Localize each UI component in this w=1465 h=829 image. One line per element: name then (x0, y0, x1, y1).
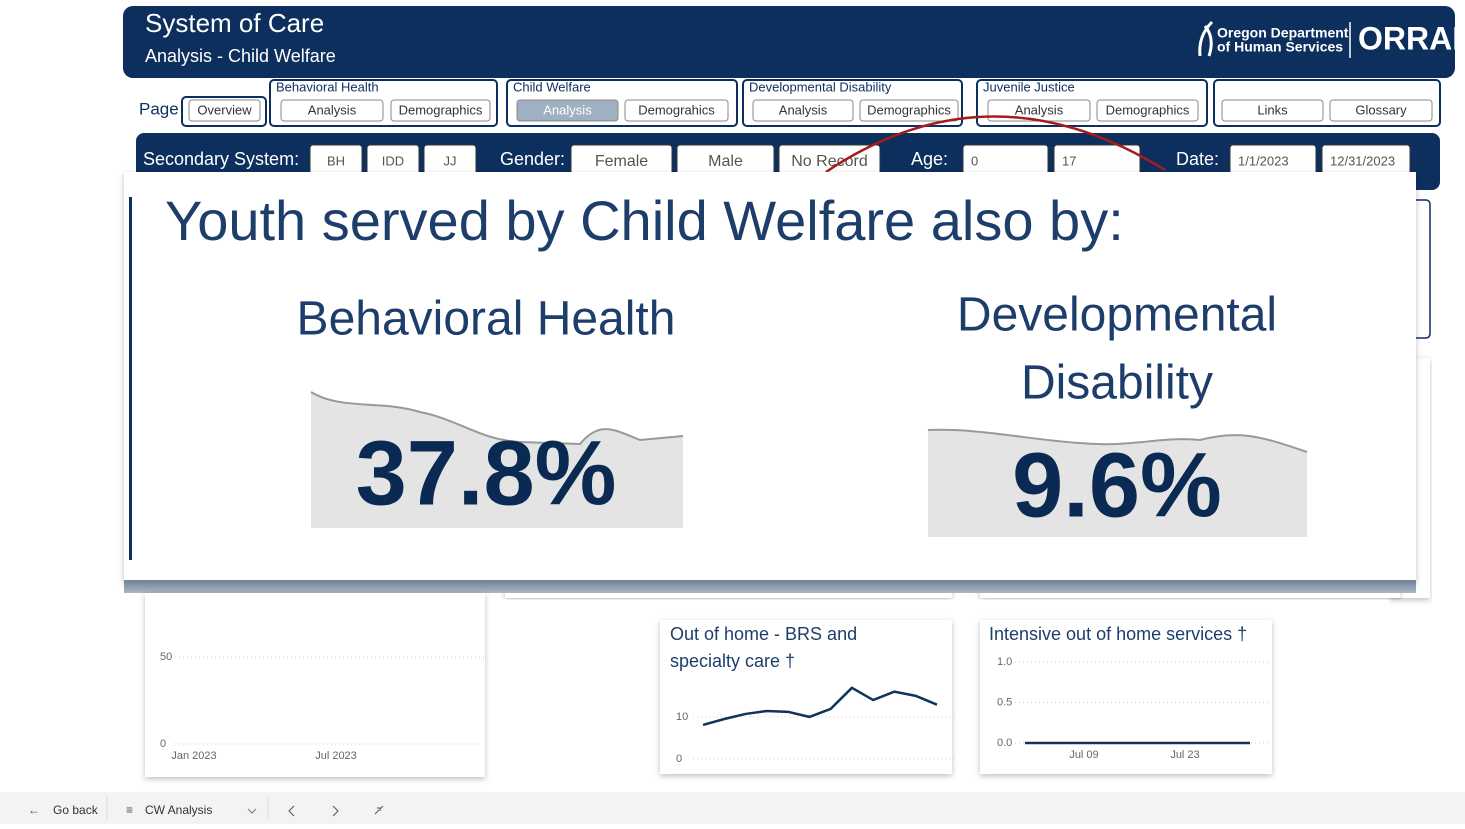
nav-button-label[interactable]: Links (1257, 102, 1288, 117)
page-label: Page (139, 99, 179, 118)
nav-button[interactable] (859, 99, 959, 122)
filter-label: Age: (911, 149, 948, 169)
group-label: Child Welfare (513, 79, 591, 94)
nav-button[interactable] (390, 99, 491, 122)
group-frame (1213, 79, 1441, 127)
filter-value[interactable]: IDD (382, 153, 404, 168)
back-button[interactable]: Go back (53, 803, 99, 817)
x-tick-label: Jul 23 (1170, 749, 1199, 761)
nav-button-label[interactable]: Overview (197, 102, 252, 117)
kpi-value: 9.6% (1012, 434, 1222, 536)
nav-button-label[interactable]: Analysis (308, 102, 357, 117)
subtitle: Analysis - Child Welfare (145, 46, 336, 66)
kpi-label: Developmental (957, 289, 1277, 342)
nav-button[interactable] (1329, 99, 1433, 122)
y-tick-label: 1.0 (997, 656, 1012, 668)
chart-title: Intensive out of home services † (989, 624, 1247, 644)
accent-bar (129, 197, 132, 560)
trend-area (928, 429, 1307, 537)
nav-button-label[interactable]: Glossary (1355, 102, 1407, 117)
filter-value[interactable]: 0 (971, 153, 978, 168)
chart-card (660, 620, 952, 774)
group-label: Juvenile Justice (983, 79, 1075, 94)
filter-value[interactable]: 12/31/2023 (1330, 153, 1395, 168)
group-frame (269, 79, 498, 127)
trend-area (311, 392, 683, 528)
nav-button[interactable] (1221, 99, 1324, 122)
filter-value[interactable]: 1/1/2023 (1238, 153, 1289, 168)
chevron[interactable] (247, 808, 257, 814)
y-tick-label: 0 (160, 738, 166, 750)
page-menu[interactable]: CW Analysis (145, 803, 212, 817)
filter-value[interactable]: 17 (1062, 153, 1076, 168)
logo-icon (1198, 20, 1214, 57)
focus-strip (124, 580, 1416, 593)
group-frame (181, 96, 267, 127)
trend-line (927, 428, 1308, 453)
group-label: Developmental Disability (749, 79, 892, 94)
group-frame (742, 79, 963, 127)
nav-button-label[interactable]: Demographics (867, 102, 951, 117)
title: System of Care (145, 8, 324, 38)
y-tick-label: 0 (676, 753, 682, 765)
nav-button-label[interactable]: Analysis (1015, 102, 1064, 117)
chart-title: Out of home - BRS and (670, 624, 857, 644)
line (702, 686, 938, 727)
filter-value[interactable]: Male (708, 153, 743, 170)
expand-icon[interactable] (374, 805, 384, 815)
filter-label: Date: (1176, 149, 1219, 169)
y-tick-label: 10 (676, 711, 688, 723)
nav-button[interactable] (188, 99, 261, 122)
brand: ORRAI (1358, 20, 1461, 56)
kpi-value: 37.8% (356, 422, 617, 524)
nav-button[interactable] (516, 99, 619, 122)
footer-bar (0, 792, 1465, 824)
filter-value[interactable]: No Record (791, 153, 867, 170)
y-tick-label: 50 (160, 651, 172, 663)
group-frame (976, 79, 1208, 127)
trend-line (310, 391, 684, 446)
nav-button[interactable] (1096, 99, 1199, 122)
card-title: Youth served by Child Welfare also by: (165, 189, 1124, 252)
group-frame (506, 79, 738, 127)
header-bar (123, 6, 1455, 78)
nav-button[interactable] (280, 99, 384, 122)
nav-button[interactable] (624, 99, 729, 122)
kpi-label: Behavioral Health (297, 293, 676, 346)
org-line: of Human Services (1217, 39, 1343, 55)
x-tick-label: Jul 09 (1069, 749, 1098, 761)
nav-button-label[interactable]: Demograhics (638, 102, 715, 117)
x-tick-label: Jan 2023 (171, 750, 216, 762)
annotation-arc (825, 115, 1166, 174)
filter-value[interactable]: Female (595, 153, 648, 170)
x-tick-label: Jul 2023 (315, 750, 357, 762)
nav-button[interactable] (752, 99, 854, 122)
y-tick-label: 0.5 (997, 696, 1012, 708)
nav-button-label[interactable]: Analysis (543, 102, 592, 117)
y-tick-label: 0.0 (997, 737, 1012, 749)
nav-button-label[interactable]: Demographics (399, 102, 483, 117)
chart-title: specialty care † (670, 651, 795, 671)
chart-card (980, 620, 1272, 774)
kpi-label: Disability (1021, 357, 1213, 410)
nav-button-label[interactable]: Demographics (1106, 102, 1190, 117)
nav-button-label[interactable]: Analysis (779, 102, 828, 117)
filter-label: Secondary System: (143, 149, 299, 169)
org-line: Oregon Department (1217, 25, 1349, 41)
filter-label: Gender: (500, 149, 565, 169)
group-label: Behavioral Health (276, 79, 379, 94)
chart-card (145, 593, 485, 777)
icon[interactable]: ≡ (126, 803, 133, 817)
page-arrows[interactable] (288, 805, 339, 817)
filter-value[interactable]: BH (327, 153, 345, 168)
filter-value[interactable]: JJ (444, 153, 457, 168)
icon[interactable]: ← (28, 803, 40, 817)
